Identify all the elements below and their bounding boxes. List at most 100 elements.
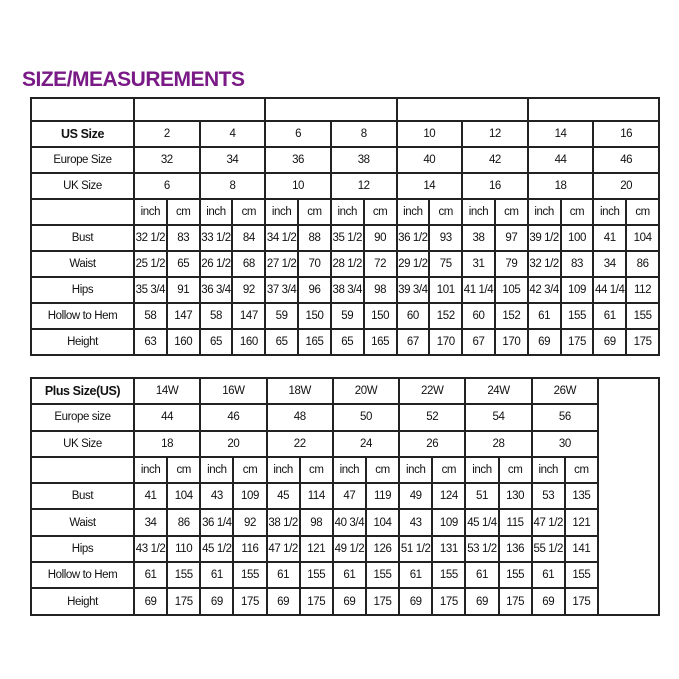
measurement-value: 41 <box>132 482 169 511</box>
measurement-value: 35 3/4 <box>133 276 168 304</box>
measurement-row: Hollow to Hem 58 147 58 147 59 150 59 150 60 152 60… <box>30 302 660 330</box>
measurement-value: 47 1/2 <box>530 508 566 537</box>
measurement-value: 61 <box>530 561 566 590</box>
measurement-value: 131 <box>431 534 467 564</box>
size-value: 14 <box>526 120 595 148</box>
measurement-value: 38 3/4 <box>329 276 365 304</box>
size-value: 12 <box>461 120 529 148</box>
measurement-value: 45 1/4 <box>464 508 500 537</box>
measurement-value: 60 <box>461 302 496 330</box>
measurement-value: 160 <box>231 328 267 356</box>
size-value: 16W <box>199 376 268 406</box>
size-value: 44 <box>526 146 595 174</box>
measurement-value: 33 1/2 <box>198 224 234 252</box>
measurement-row: Waist 25 1/2 65 26 1/2 68 27 1/2 70 28 1/2 72 29 … <box>30 250 660 278</box>
size-value: 26 <box>398 429 467 458</box>
measurement-value: 34 <box>592 250 628 278</box>
measurement-value: 51 <box>464 482 500 511</box>
size-value: 18 <box>526 172 595 200</box>
units-row: inch cm inch cm inch cm inch cm inch cm inch cm inch… <box>30 198 660 226</box>
blank-header-row <box>30 97 661 122</box>
measurement-value: 175 <box>431 587 467 616</box>
measurement-value: 25 1/2 <box>133 250 168 278</box>
unit-label: inch <box>133 198 168 226</box>
size-value: 6 <box>264 120 332 148</box>
size-value: 8 <box>329 120 398 148</box>
measurement-value: 165 <box>297 328 332 356</box>
unit-label: cm <box>362 198 398 226</box>
row-label: Hips <box>30 534 135 564</box>
measurement-value: 155 <box>232 561 268 590</box>
measurement-value: 91 <box>165 276 201 304</box>
measurement-value: 61 <box>398 561 434 590</box>
size-value: 4 <box>198 120 267 148</box>
measurement-value: 175 <box>563 587 600 616</box>
page-title: SIZE/MEASUREMENTS <box>22 68 245 91</box>
measurement-value: 63 <box>133 328 168 356</box>
unit-label: inch <box>265 455 301 485</box>
unit-label: cm <box>563 455 600 485</box>
size-value: 52 <box>398 403 467 432</box>
measurement-value: 165 <box>362 328 398 356</box>
measurement-value: 70 <box>297 250 332 278</box>
measurement-value: 175 <box>232 587 268 616</box>
unit-label: cm <box>165 198 201 226</box>
size-value: 54 <box>464 403 533 432</box>
size-value: 50 <box>331 403 401 432</box>
measurement-value: 112 <box>625 276 660 304</box>
blank-cell <box>132 97 267 122</box>
measurement-value: 60 <box>395 302 431 330</box>
blank-cell <box>264 97 398 122</box>
measurement-value: 116 <box>232 534 268 564</box>
unit-label: inch <box>461 198 496 226</box>
unit-label: inch <box>199 455 235 485</box>
measurement-value: 79 <box>493 250 529 278</box>
size-value: 36 <box>264 146 332 174</box>
blank-cell <box>30 97 135 122</box>
unit-label: inch <box>329 198 365 226</box>
measurement-value: 61 <box>132 561 169 590</box>
measurement-value: 47 <box>331 482 367 511</box>
row-label: Europe size <box>30 403 135 432</box>
unit-label: cm <box>231 198 267 226</box>
measurement-row: Bust 41 104 43 109 45 114 47 119 49 124 51 130 53 135 <box>30 482 659 511</box>
unit-label: inch <box>264 198 300 226</box>
measurement-value: 150 <box>297 302 332 330</box>
size-value: 6 <box>133 172 201 200</box>
unit-label: cm <box>298 455 334 485</box>
measurement-value: 109 <box>232 482 268 511</box>
measurement-value: 41 <box>592 224 628 252</box>
measurement-value: 170 <box>493 328 529 356</box>
measurement-value: 47 1/2 <box>265 534 301 564</box>
measurement-value: 37 3/4 <box>264 276 300 304</box>
measurement-value: 69 <box>398 587 434 616</box>
measurement-value: 114 <box>298 482 334 511</box>
measurement-value: 43 <box>199 482 235 511</box>
measurement-value: 141 <box>563 534 600 564</box>
measurement-value: 160 <box>165 328 201 356</box>
size-value: 16 <box>461 172 529 200</box>
size-value: 56 <box>530 403 600 432</box>
measurement-value: 27 1/2 <box>264 250 300 278</box>
measurement-value: 86 <box>625 250 660 278</box>
size-value: 38 <box>329 146 398 174</box>
measurement-value: 49 <box>398 482 434 511</box>
size-value: 28 <box>464 429 533 458</box>
measurement-value: 61 <box>526 302 562 330</box>
measurement-value: 53 <box>530 482 566 511</box>
measurement-value: 61 <box>592 302 628 330</box>
size-row: US Size 2 4 6 8 10 12 14 16 <box>30 120 660 148</box>
size-value: 48 <box>265 403 334 432</box>
measurement-value: 69 <box>331 587 367 616</box>
measurement-value: 32 1/2 <box>133 224 168 252</box>
measurement-value: 110 <box>166 534 202 564</box>
measurement-value: 65 <box>329 328 365 356</box>
measurement-value: 69 <box>592 328 628 356</box>
measurement-value: 35 1/2 <box>329 224 365 252</box>
measurement-value: 41 1/4 <box>461 276 496 304</box>
plus-size-table: Plus Size(US) 14W 16W 18W 20W 22W 24W 26W Europe… <box>30 376 660 616</box>
unit-label: inch <box>198 198 234 226</box>
measurement-value: 65 <box>165 250 201 278</box>
measurement-value: 51 1/2 <box>398 534 434 564</box>
measurement-value: 32 1/2 <box>526 250 562 278</box>
